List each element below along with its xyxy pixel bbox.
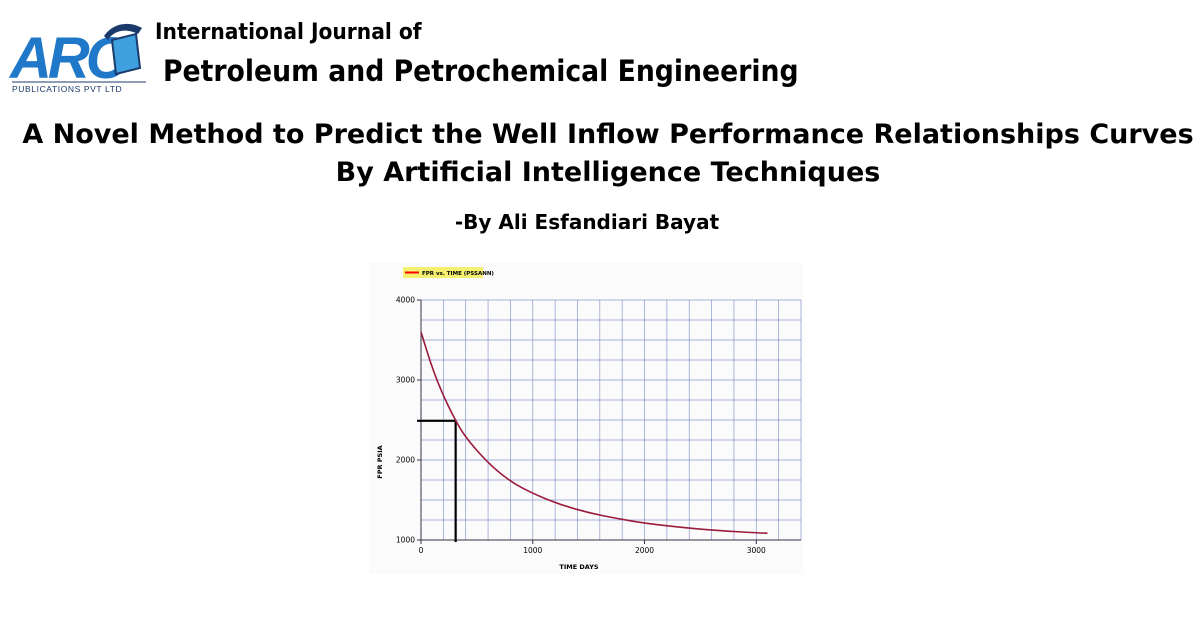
y-tick-label: 4000 xyxy=(396,296,415,305)
x-axis-label: TIME DAYS xyxy=(559,563,599,571)
y-axis-label: FPR PSIA xyxy=(376,445,384,478)
arc-logo-graphic: ARC PUBLICATIONS PVT LTD xyxy=(8,23,146,94)
chart-background xyxy=(369,262,803,574)
series-line xyxy=(420,331,768,534)
chart-figure: FPR vs. TIME (PSSANN) 1000 2000 3000 4000 0 1… xyxy=(369,262,803,574)
y-tick-label: 3000 xyxy=(396,376,415,385)
paper-title: A Novel Method to Predict the Well Inflo… xyxy=(22,119,1194,188)
journal-name-line2: Petroleum and Petrochemical Engineering xyxy=(163,54,799,88)
legend-highlight xyxy=(403,267,483,278)
y-tick-label: 1000 xyxy=(396,536,415,545)
axes: 1000 2000 3000 4000 0 1000 2000 3000 xyxy=(396,296,801,555)
legend-label: FPR vs. TIME (PSSANN) xyxy=(422,271,494,277)
legend: FPR vs. TIME (PSSANN) xyxy=(403,267,494,278)
series xyxy=(420,331,768,534)
annotation xyxy=(417,419,457,542)
paper-author: -By Ali Esfandiari Bayat xyxy=(454,210,720,234)
x-tick-label: 2000 xyxy=(635,546,654,555)
journal-name-line1: International Journal of xyxy=(155,20,422,45)
logo-swoosh-icon xyxy=(104,23,142,40)
x-tick-label: 3000 xyxy=(747,546,766,555)
y-tick-label: 2000 xyxy=(396,456,415,465)
publisher-logo: ARC PUBLICATIONS PVT LTD xyxy=(8,14,150,94)
x-tick-label: 0 xyxy=(419,546,424,555)
logo-letters: ARC xyxy=(8,26,129,91)
book-icon xyxy=(110,32,142,76)
logo-tagline: PUBLICATIONS PVT LTD xyxy=(12,84,122,94)
x-tick-label: 1000 xyxy=(523,546,542,555)
